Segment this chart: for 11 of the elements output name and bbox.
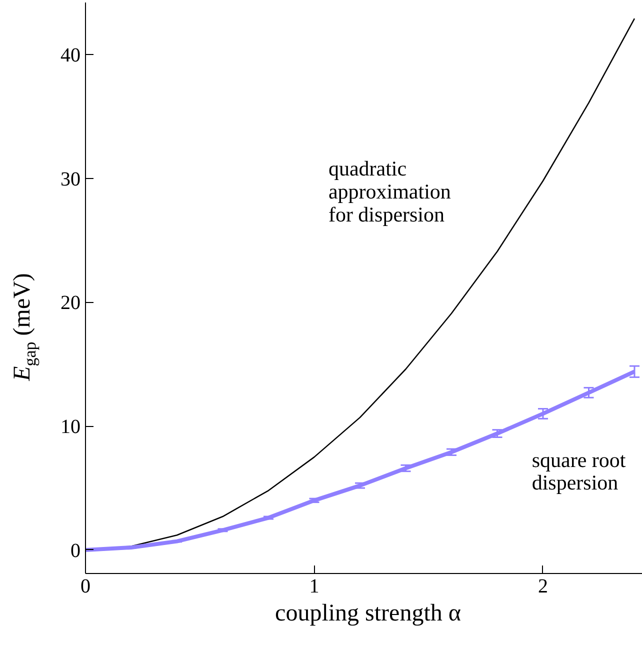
y-tick-label: 20 (60, 292, 80, 314)
text: quadratic approximation for dispersion (328, 156, 452, 226)
line-series (86, 370, 636, 552)
x-tick-label: 2 (538, 576, 548, 598)
series-label: square root dispersion (532, 448, 626, 495)
y-tick-label: 30 (60, 168, 80, 190)
y-tick-label: 40 (60, 44, 80, 67)
x-axis-title: coupling strength α (275, 600, 462, 626)
x-tick-label: 1 (309, 576, 320, 598)
y-tick-label: 0 (70, 540, 80, 562)
y-tick-label: 10 (60, 416, 80, 438)
